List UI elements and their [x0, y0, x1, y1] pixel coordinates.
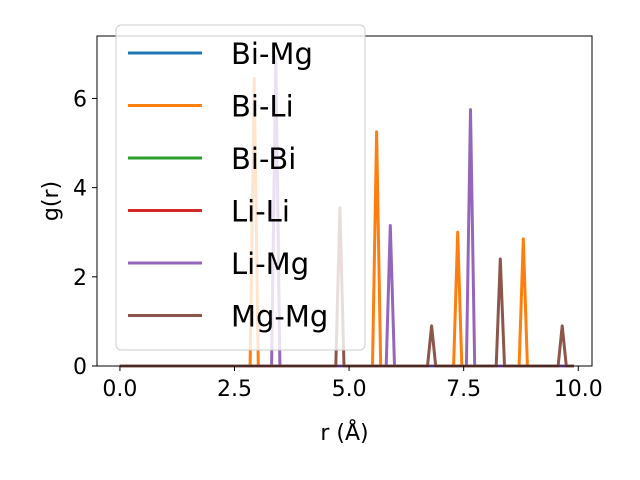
legend-label: Bi-Bi: [231, 142, 296, 176]
y-axis-label: g(r): [39, 181, 64, 221]
y-tick-label: 2: [73, 266, 87, 291]
x-tick-label: 5.0: [332, 377, 367, 402]
legend-label: Bi-Li: [231, 90, 294, 124]
x-tick-label: 2.5: [217, 377, 252, 402]
ticks-layer: 0.0 2.5 5.0 7.5 10.0 0 2 4 6: [73, 87, 603, 402]
x-tick-label: 7.5: [446, 377, 481, 402]
x-tick-label: 10.0: [554, 377, 603, 402]
legend-label: Bi-Mg: [231, 37, 313, 71]
legend-label: Li-Li: [231, 195, 290, 229]
y-tick-label: 6: [73, 87, 87, 112]
legend: Bi-Mg Bi-Li Bi-Bi Li-Li Li-Mg Mg-Mg: [115, 24, 366, 351]
y-tick-label: 0: [73, 355, 87, 380]
legend-label: Mg-Mg: [231, 300, 328, 334]
legend-label: Li-Mg: [231, 247, 309, 281]
x-tick-label: 0.0: [102, 377, 137, 402]
y-tick-label: 4: [73, 177, 87, 202]
x-axis-label: r (Å): [320, 419, 368, 446]
